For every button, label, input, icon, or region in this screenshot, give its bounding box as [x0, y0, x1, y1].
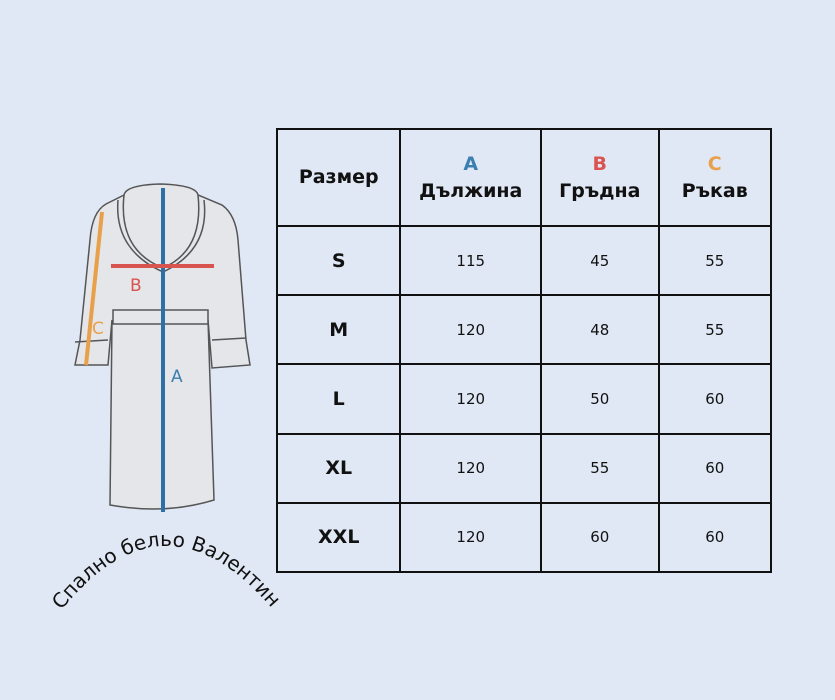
table-row: XXL 120 60 60 [275, 501, 773, 574]
header-sleeve: C Ръкав [657, 128, 773, 227]
value-cell: 55 [657, 224, 773, 297]
value-cell: 60 [657, 432, 773, 504]
letter-a: A [463, 152, 479, 175]
value-cell: 50 [540, 363, 660, 435]
letter-b: B [592, 152, 608, 175]
header-label: Ръкав [681, 179, 748, 202]
value-cell: 55 [540, 432, 660, 504]
size-header: Размер [275, 128, 402, 227]
value-cell: 120 [399, 432, 542, 504]
bathrobe-diagram: B C A Спално бельо Валентина [0, 0, 286, 613]
size-cell: M [275, 294, 402, 366]
size-cell: L [275, 363, 402, 435]
header-label: Дължина [419, 179, 523, 202]
size-cell: S [275, 224, 402, 297]
value-cell: 60 [657, 363, 773, 435]
label-c: C [92, 319, 104, 339]
value-cell: 48 [540, 294, 660, 366]
size-table: Размер A Дължина B Гръдна C Ръкав S 115 45 55 … [275, 128, 773, 574]
value-cell: 120 [399, 294, 542, 366]
value-cell: 55 [657, 294, 773, 366]
header-length: A Дължина [399, 128, 542, 227]
value-cell: 60 [540, 501, 660, 574]
header-label: Гръдна [559, 179, 641, 202]
table-row: XL 120 55 60 [275, 432, 773, 504]
table-row: M 120 48 55 [275, 294, 773, 366]
value-cell: 60 [657, 501, 773, 574]
label-b: B [130, 276, 142, 296]
table-row: S 115 45 55 [275, 224, 773, 297]
sleeve-measure-line [84, 211, 104, 366]
letter-c: C [707, 152, 722, 175]
value-cell: 45 [540, 224, 660, 297]
value-cell: 120 [399, 501, 542, 574]
header-row: Размер A Дължина B Гръдна C Ръкав [275, 128, 773, 227]
table-row: L 120 50 60 [275, 363, 773, 435]
size-cell: XL [275, 432, 402, 504]
size-cell: XXL [275, 501, 402, 574]
header-chest: B Гръдна [540, 128, 660, 227]
label-a: A [171, 367, 183, 387]
value-cell: 115 [399, 224, 542, 297]
value-cell: 120 [399, 363, 542, 435]
